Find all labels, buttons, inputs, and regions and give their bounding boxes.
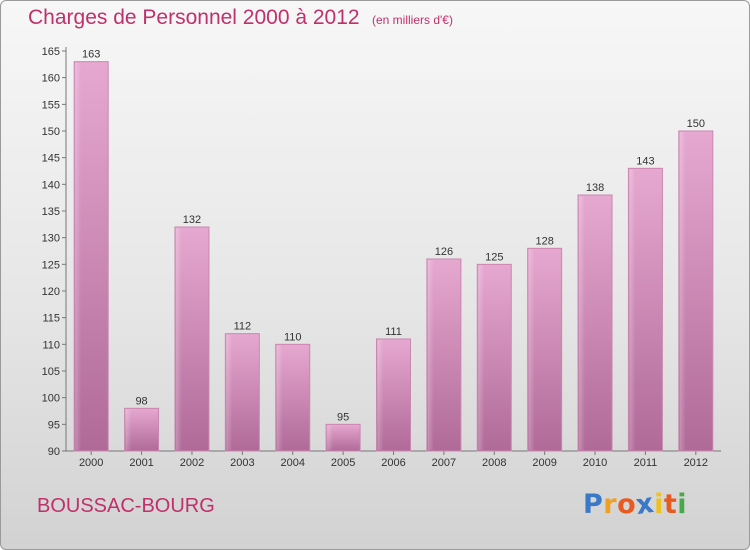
y-tick-label: 125 bbox=[42, 259, 60, 271]
value-label: 128 bbox=[535, 235, 553, 247]
logo-letter: r bbox=[603, 489, 618, 520]
bar-highlight bbox=[175, 228, 182, 450]
logo-letter: P bbox=[583, 489, 604, 520]
proxiti-logo: Proxiti bbox=[583, 487, 688, 522]
value-label: 163 bbox=[82, 49, 100, 61]
bars-group bbox=[73, 61, 714, 452]
y-tick-label: 110 bbox=[42, 339, 60, 351]
bar-highlight bbox=[125, 409, 132, 450]
bar-highlight bbox=[478, 265, 485, 450]
y-tick-label: 120 bbox=[42, 286, 60, 298]
x-tick-label: 2007 bbox=[432, 457, 456, 469]
value-label: 132 bbox=[183, 214, 201, 226]
bar-highlight bbox=[528, 249, 535, 450]
value-label: 138 bbox=[586, 182, 604, 194]
value-label: 126 bbox=[435, 246, 453, 258]
y-tick-label: 155 bbox=[42, 99, 60, 111]
x-tick-label: 2004 bbox=[280, 457, 304, 469]
x-tick-label: 2005 bbox=[331, 457, 355, 469]
bar-highlight bbox=[377, 340, 384, 450]
commune-name: BOUSSAC-BOURG bbox=[37, 495, 215, 517]
x-tick-label: 2000 bbox=[79, 457, 103, 469]
bar-highlight bbox=[226, 334, 233, 450]
value-label: 98 bbox=[135, 395, 147, 407]
y-tick-label: 150 bbox=[42, 126, 60, 138]
y-tick-label: 100 bbox=[42, 393, 60, 405]
x-tick-label: 2006 bbox=[381, 457, 405, 469]
y-tick-label: 160 bbox=[42, 73, 60, 85]
value-label: 125 bbox=[485, 251, 503, 263]
bar-highlight bbox=[579, 196, 586, 450]
value-label: 112 bbox=[234, 321, 252, 333]
x-tick-label: 2002 bbox=[180, 457, 204, 469]
bar-highlight bbox=[679, 132, 686, 450]
y-tick-label: 130 bbox=[42, 233, 60, 245]
x-tick-label: 2008 bbox=[482, 457, 506, 469]
value-label: 150 bbox=[687, 118, 705, 130]
y-tick-label: 90 bbox=[48, 446, 60, 458]
y-tick-label: 165 bbox=[42, 46, 60, 58]
chart-subtitle: (en milliers d'€) bbox=[372, 13, 453, 27]
bar-highlight bbox=[327, 425, 334, 450]
y-tick-label: 135 bbox=[42, 206, 60, 218]
value-labels-group: 163 98 132 112 110 95 111 126 125 128 138 143 150 bbox=[82, 49, 705, 424]
logo-letter: i bbox=[677, 489, 688, 520]
x-tick-label: 2010 bbox=[583, 457, 607, 469]
x-tick-label: 2009 bbox=[532, 457, 556, 469]
logo-letter: o bbox=[617, 489, 637, 520]
x-tick-label: 2001 bbox=[129, 457, 153, 469]
value-label: 110 bbox=[284, 331, 302, 343]
chart-title: Charges de Personnel 2000 à 2012 bbox=[28, 6, 360, 29]
bar-highlight bbox=[75, 62, 82, 451]
x-tick-label: 2012 bbox=[684, 457, 708, 469]
value-label: 95 bbox=[337, 411, 349, 423]
x-tick-label: 2011 bbox=[634, 457, 658, 469]
bar-highlight bbox=[427, 260, 434, 450]
bar-highlight bbox=[276, 345, 283, 450]
y-tick-label: 105 bbox=[42, 366, 60, 378]
y-tick-label: 140 bbox=[42, 179, 60, 191]
logo-letter: i bbox=[654, 489, 664, 520]
y-tick-label: 115 bbox=[42, 313, 60, 325]
value-label: 111 bbox=[385, 326, 402, 338]
y-tick-label: 95 bbox=[48, 419, 60, 431]
x-tick-label: 2003 bbox=[230, 457, 254, 469]
bar-highlight bbox=[629, 169, 636, 451]
value-label: 143 bbox=[636, 155, 654, 167]
y-tick-label: 145 bbox=[42, 153, 60, 165]
axes: 90 95 100 105 110 115 120 125 130 135 140 145 150 155… bbox=[42, 46, 721, 469]
logo-letter: x bbox=[634, 487, 657, 522]
logo-letter: t bbox=[663, 489, 678, 520]
